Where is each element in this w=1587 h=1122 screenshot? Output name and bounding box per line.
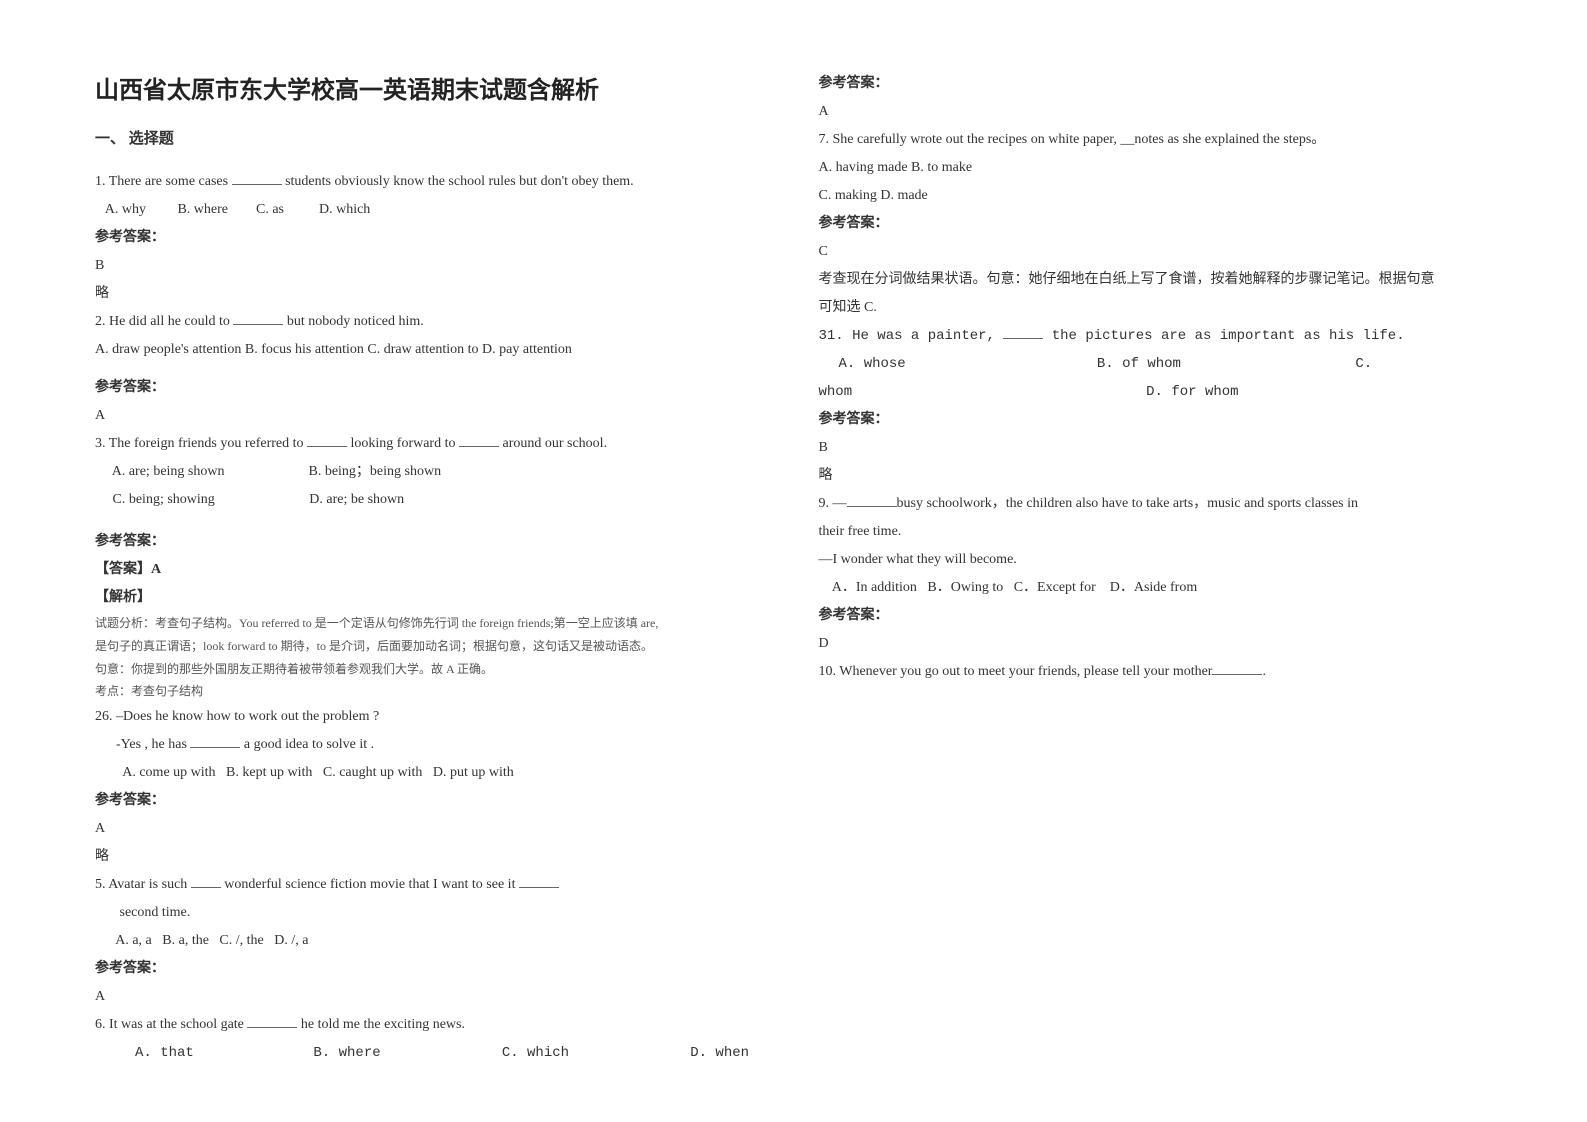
q1-note: 略	[95, 280, 769, 308]
page-container: 山西省太原市东大学校高一英语期末试题含解析 一、 选择题 1. There ar…	[0, 0, 1587, 1122]
q5-stem-a: 5. Avatar is such	[95, 877, 191, 892]
q8-stem-a: 31. He was a painter,	[819, 328, 1004, 344]
q3-exp-head: 【解析】	[95, 584, 769, 612]
q1-opts: A. why B. where C. as D. which	[95, 196, 769, 224]
q8-a: A. whose	[839, 350, 1089, 378]
blank	[1003, 326, 1043, 339]
q4-stem: 26. –Does he know how to work out the pr…	[95, 703, 769, 731]
q3-opt2: C. being; showing D. are; be shown	[95, 486, 769, 514]
blank	[190, 735, 240, 748]
q8-opts: A. whose B. of whom C.	[819, 350, 1493, 378]
q3-exp4: 考点：考查句子结构	[95, 680, 769, 703]
q8-stem: 31. He was a painter, the pictures are a…	[819, 322, 1493, 350]
q3-exp1: 试题分析：考查句子结构。You referred to 是一个定语从句修饰先行词…	[95, 612, 769, 635]
q5-line2: second time.	[95, 899, 769, 927]
q6-c: C. which	[502, 1039, 682, 1067]
q2-stem: 2. He did all he could to but nobody not…	[95, 308, 769, 336]
q9-line3: —I wonder what they will become.	[819, 546, 1493, 574]
q4-line2b: a good idea to solve it .	[240, 737, 374, 752]
q4-ans: A	[95, 815, 769, 843]
q3-opt1: A. are; being shown B. being；being shown	[95, 458, 769, 486]
q2-opts: A. draw people's attention B. focus his …	[95, 336, 769, 364]
answer-label: 参考答案：	[95, 955, 769, 983]
q9-opts: A．In addition B．Owing to C．Except for D．…	[819, 574, 1493, 602]
q3-exp2: 是句子的真正谓语；look forward to 期待，to 是介词，后面要加动…	[95, 635, 769, 658]
blank	[247, 1015, 297, 1028]
answer-label: 参考答案：	[819, 602, 1493, 630]
q7-opt2: C. making D. made	[819, 182, 1493, 210]
q1-stem: 1. There are some cases students obvious…	[95, 168, 769, 196]
q6-stem-b: he told me the exciting news.	[297, 1017, 465, 1032]
q10-stem-b: .	[1262, 664, 1266, 679]
q3-stem: 3. The foreign friends you referred to l…	[95, 430, 769, 458]
answer-label: 参考答案：	[95, 224, 769, 252]
q1-stem-b: students obviously know the school rules…	[282, 174, 634, 189]
q8-note: 略	[819, 462, 1493, 490]
blank	[307, 434, 347, 447]
q2-stem-a: 2. He did all he could to	[95, 314, 233, 329]
blank	[459, 434, 499, 447]
q7-exp2: 可知选 C.	[819, 294, 1493, 322]
answer-label: 参考答案：	[95, 528, 769, 556]
q9-ans: D	[819, 630, 1493, 658]
answer-label: 参考答案：	[95, 374, 769, 402]
q4-opts: A. come up with B. kept up with C. caugh…	[95, 759, 769, 787]
answer-label: 参考答案：	[819, 210, 1493, 238]
q3-stem-c: around our school.	[499, 436, 607, 451]
q5-opts: A. a, a B. a, the C. /, the D. /, a	[95, 927, 769, 955]
q7-ans: C	[819, 238, 1493, 266]
q4-line2a: -Yes , he has	[95, 737, 190, 752]
q8-c: C.	[1355, 350, 1372, 378]
answer-label: 参考答案：	[819, 406, 1493, 434]
q6-stem-a: 6. It was at the school gate	[95, 1017, 247, 1032]
q7-stem: 7. She carefully wrote out the recipes o…	[819, 126, 1493, 154]
q6-d: D. when	[690, 1039, 749, 1067]
q8-line2: whom D. for whom	[819, 378, 1493, 406]
q8-ans: B	[819, 434, 1493, 462]
q6-ans: A	[819, 98, 1493, 126]
q4-note: 略	[95, 843, 769, 871]
q3-stem-a: 3. The foreign friends you referred to	[95, 436, 307, 451]
q10-stem-a: 10. Whenever you go out to meet your fri…	[819, 664, 1213, 679]
q6-a: A. that	[135, 1039, 305, 1067]
q1-stem-a: 1. There are some cases	[95, 174, 232, 189]
q6-opts: A. that B. where C. which D. when	[95, 1039, 769, 1067]
q9-stem-b: busy schoolwork，the children also have t…	[897, 496, 1359, 511]
q3-exp3: 句意：你提到的那些外国朋友正期待着被带领着参观我们大学。故 A 正确。	[95, 658, 769, 681]
section-heading: 一、 选择题	[95, 127, 769, 148]
blank	[1212, 662, 1262, 675]
q8-stem-b: the pictures are as important as his lif…	[1043, 328, 1404, 344]
q6-stem: 6. It was at the school gate he told me …	[95, 1011, 769, 1039]
q10-stem: 10. Whenever you go out to meet your fri…	[819, 658, 1493, 686]
q8-b: B. of whom	[1097, 350, 1347, 378]
q9-stem: 9. — busy schoolwork，the children also ha…	[819, 490, 1493, 518]
q5-stem-b: wonderful science fiction movie that I w…	[221, 877, 519, 892]
answer-label: 参考答案：	[819, 70, 1493, 98]
q2-stem-b: but nobody noticed him.	[283, 314, 423, 329]
q3-stem-b: looking forward to	[347, 436, 459, 451]
blank	[233, 312, 283, 325]
blank	[847, 494, 897, 507]
q4-line2: -Yes , he has a good idea to solve it .	[95, 731, 769, 759]
q7-opt1: A. having made B. to make	[819, 154, 1493, 182]
doc-title: 山西省太原市东大学校高一英语期末试题含解析	[95, 70, 769, 105]
q5-ans: A	[95, 983, 769, 1011]
q9-line2: their free time.	[819, 518, 1493, 546]
answer-label: 参考答案：	[95, 787, 769, 815]
blank	[191, 875, 221, 888]
q1-ans: B	[95, 252, 769, 280]
q5-stem: 5. Avatar is such wonderful science fict…	[95, 871, 769, 899]
blank	[519, 875, 559, 888]
q7-exp1: 考查现在分词做结果状语。句意：她仔细地在白纸上写了食谱，按着她解释的步骤记笔记。…	[819, 266, 1493, 294]
blank	[232, 172, 282, 185]
q6-b: B. where	[313, 1039, 493, 1067]
q2-ans: A	[95, 402, 769, 430]
q3-ans: 【答案】A	[95, 556, 769, 584]
q9-stem-a: 9. —	[819, 496, 847, 511]
